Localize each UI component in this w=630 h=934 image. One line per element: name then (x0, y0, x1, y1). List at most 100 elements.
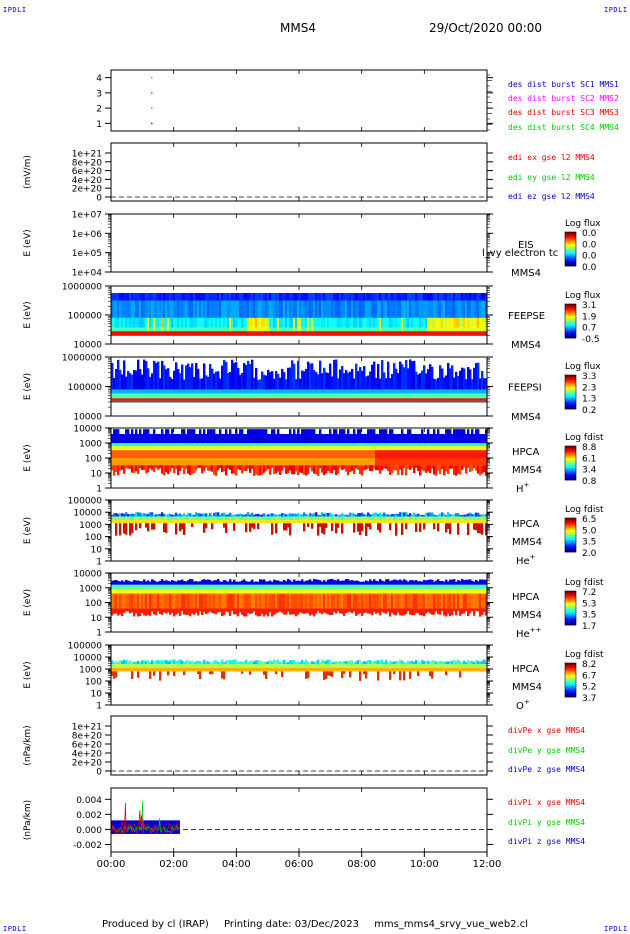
spectrogram-cell (375, 580, 378, 585)
spectrogram-cell (159, 293, 162, 301)
spectrogram-cell (121, 520, 124, 524)
spectrogram-cell (261, 520, 264, 524)
spectrogram-cell (145, 446, 148, 451)
spectrogram-cell (131, 317, 134, 328)
spectrogram-cell (339, 446, 342, 451)
spectrogram-cell (267, 458, 270, 466)
spectrogram-cell (477, 446, 480, 451)
spectrogram-cell (477, 443, 480, 446)
spectrogram-cell (191, 516, 194, 521)
spectrogram-cell (467, 317, 470, 328)
spectrogram-cell (333, 584, 336, 589)
y-tick-label: 1e+04 (72, 269, 103, 279)
spectrogram-cell (125, 512, 128, 517)
spectrogram-cell (461, 393, 464, 399)
spectrogram-cell (155, 520, 158, 524)
spectrogram-cell (353, 300, 356, 318)
spectrogram-cell (405, 450, 408, 458)
spectrogram-cell (327, 608, 330, 615)
spectrogram-cell (293, 400, 296, 403)
spectrogram-cell (153, 398, 156, 401)
spectrogram-cell (359, 317, 362, 328)
spectrogram-cell (173, 300, 176, 318)
spectrogram-cell (359, 581, 362, 585)
spectrogram-cell (467, 450, 470, 458)
spectrogram-cell (175, 458, 178, 466)
spectrogram-cell (209, 398, 212, 401)
spectrogram-cell (303, 458, 306, 466)
spectrogram-cell (207, 520, 210, 524)
spectrogram-cell (427, 443, 430, 446)
spectrogram-cell (135, 523, 138, 531)
spectrogram-cell (235, 516, 238, 521)
spectrogram-cell (383, 584, 386, 589)
spectrogram-cell (271, 393, 274, 399)
spectrogram-cell (329, 363, 332, 390)
spectrogram-cell (369, 593, 372, 609)
spectrogram-cell (343, 584, 346, 589)
y-tick-label: 1e+21 (72, 150, 102, 160)
spectrogram-cell (461, 331, 464, 336)
spectrogram-cell (205, 443, 208, 446)
spectrogram-cell (231, 465, 234, 474)
spectrogram-cell (411, 398, 414, 401)
spectrogram-cell (267, 393, 270, 399)
spectrogram-cell (301, 446, 304, 451)
spectrogram-cell (167, 584, 170, 589)
spectrogram-cell (237, 300, 240, 318)
spectrogram-cell (463, 458, 466, 466)
spectrogram-cell (419, 400, 422, 403)
spectrogram-cell (131, 450, 134, 458)
spectrogram-cell (363, 446, 366, 451)
spectrogram-cell (239, 327, 242, 332)
spectrogram-cell (249, 608, 252, 614)
spectrogram-cell (137, 327, 140, 332)
spectrogram-cell (439, 458, 442, 466)
spectrogram-cell (411, 300, 414, 318)
spectrogram-cell (281, 443, 284, 446)
spectrogram-cell (405, 443, 408, 446)
spectrogram-cell (259, 588, 262, 594)
spectrogram-cell (267, 520, 270, 524)
spectrogram-cell (309, 593, 312, 609)
spectrogram-cell (477, 293, 480, 301)
spectrogram-cell (291, 389, 294, 394)
spectrogram-cell (313, 578, 316, 585)
spectrogram-cell (415, 458, 418, 466)
spectrogram-cell (227, 450, 230, 458)
spectrogram-cell (461, 398, 464, 401)
colorbar-swatch (565, 245, 576, 248)
spectrogram-cell (233, 458, 236, 466)
spectrogram-cell (257, 331, 260, 336)
spectrogram-cell (267, 327, 270, 332)
spectrogram-cell (251, 429, 254, 443)
spectrogram-cell (199, 398, 202, 401)
spectrogram-cell (439, 317, 442, 328)
y-tick-label: 1e+07 (72, 211, 102, 221)
spectrogram-cell (347, 458, 350, 466)
spectrogram-cell (431, 389, 434, 394)
spectrogram-cell (453, 514, 456, 517)
spectrogram-cell (257, 608, 260, 617)
spectrogram-cell (115, 520, 118, 524)
spectrogram-cell (203, 516, 206, 521)
spectrogram-cell (213, 516, 216, 521)
spectrogram-cell (423, 300, 426, 318)
spectrogram-cell (343, 429, 346, 443)
spectrogram-cell (161, 400, 164, 403)
colorbar-swatch (565, 466, 576, 469)
spectrogram-cell (275, 446, 278, 451)
spectrogram-cell (297, 293, 300, 301)
spectrogram-cell (481, 450, 484, 458)
spectrogram-cell (233, 363, 236, 390)
spectrogram-cell (121, 608, 124, 616)
spectrogram-cell (279, 584, 282, 589)
spectrogram-cell (417, 450, 420, 458)
spectrogram-cell (227, 400, 230, 403)
spectrogram-cell (165, 300, 168, 318)
spectrogram-cell (383, 443, 386, 446)
spectrogram-cell (159, 378, 162, 390)
spectrogram-cell (257, 446, 260, 451)
spectrogram-cell (485, 443, 488, 446)
spectrogram-cell (267, 331, 270, 336)
